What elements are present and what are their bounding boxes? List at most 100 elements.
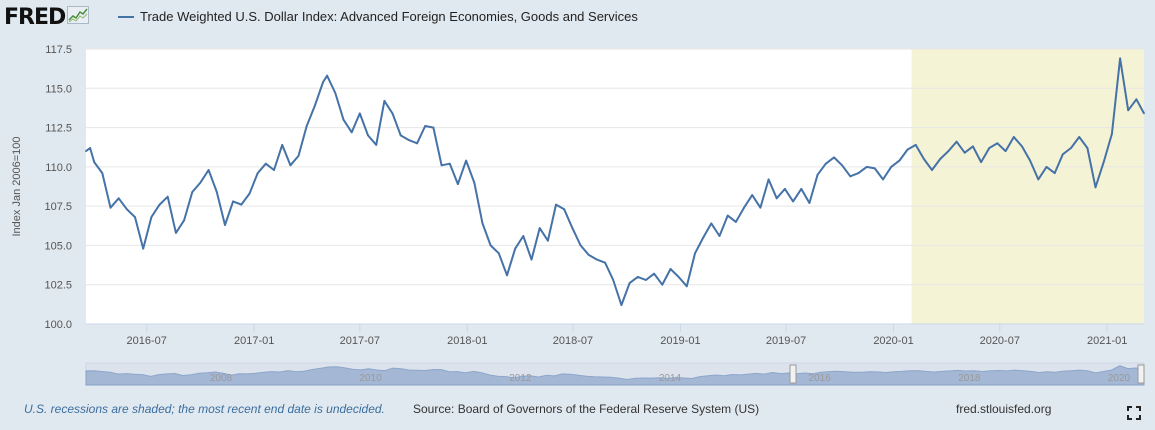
- y-tick-label: 112.5: [45, 123, 72, 135]
- data-point: [547, 239, 549, 242]
- data-point: [1004, 150, 1007, 153]
- data-point: [931, 169, 933, 171]
- data-point: [199, 181, 202, 184]
- data-point: [191, 191, 194, 193]
- data-point: [1070, 147, 1072, 149]
- data-point: [367, 134, 369, 137]
- fred-logo[interactable]: FRED: [4, 5, 90, 30]
- y-tick-label: 100.0: [44, 319, 72, 331]
- data-point: [857, 172, 860, 175]
- data-point: [849, 175, 852, 178]
- data-point: [281, 144, 284, 146]
- data-point: [158, 203, 161, 206]
- data-point: [117, 197, 120, 200]
- data-point: [898, 159, 901, 162]
- legend-line-swatch: [118, 15, 134, 18]
- data-point: [988, 147, 991, 149]
- data-point: [432, 126, 435, 129]
- data-point: [669, 268, 672, 270]
- recession-shade: [911, 49, 1144, 324]
- chart-legend[interactable]: Trade Weighted U.S. Dollar Index: Advanc…: [118, 9, 638, 24]
- data-point: [1029, 159, 1031, 162]
- data-point: [751, 194, 754, 197]
- data-point: [240, 203, 243, 206]
- data-point: [334, 92, 337, 94]
- x-tick-label: 2017-07: [340, 335, 380, 347]
- data-point: [248, 192, 251, 195]
- data-point: [326, 74, 328, 77]
- chart-graph-icon: [67, 6, 90, 29]
- data-point: [232, 200, 235, 203]
- x-tick-label: 2017-01: [234, 335, 274, 347]
- data-point: [808, 202, 811, 204]
- data-point: [134, 216, 136, 219]
- data-point: [1037, 178, 1040, 181]
- data-point: [1094, 186, 1097, 189]
- data-point: [1021, 145, 1023, 148]
- y-tick-label: 105.0: [44, 240, 72, 252]
- navigator-year-label: 2008: [210, 373, 233, 384]
- y-tick-label: 115.0: [45, 83, 72, 95]
- navigator-handle-right[interactable]: [1137, 364, 1145, 384]
- data-point: [882, 178, 884, 181]
- data-point: [636, 276, 639, 278]
- data-point: [800, 188, 803, 190]
- data-point: [939, 158, 942, 160]
- data-point: [1102, 161, 1105, 164]
- data-point: [865, 166, 868, 168]
- data-point: [101, 172, 104, 175]
- y-axis-label: Index Jan 2006=100: [11, 136, 23, 236]
- data-point: [256, 172, 259, 175]
- data-point: [126, 208, 128, 211]
- data-point: [718, 235, 721, 237]
- data-point: [1012, 136, 1015, 138]
- data-point: [775, 197, 778, 200]
- x-tick-label: 2016-07: [127, 335, 167, 347]
- data-point: [661, 283, 664, 286]
- data-point: [833, 156, 835, 159]
- source-text: Source: Board of Governors of the Federa…: [413, 402, 760, 416]
- data-point: [816, 173, 819, 176]
- data-point: [710, 222, 713, 225]
- fred-logo-text: FRED: [4, 5, 66, 30]
- data-point: [497, 252, 500, 255]
- data-point: [694, 252, 696, 255]
- legend-label: Trade Weighted U.S. Dollar Index: Advanc…: [140, 9, 638, 24]
- data-point: [1045, 166, 1048, 168]
- navigator-year-label: 2010: [360, 373, 383, 384]
- data-point: [955, 140, 958, 143]
- data-point: [150, 216, 153, 219]
- data-point: [358, 112, 361, 115]
- data-point: [1111, 133, 1113, 135]
- recession-note: U.S. recessions are shaded; the most rec…: [24, 402, 385, 416]
- data-point: [784, 188, 786, 190]
- data-point: [305, 125, 308, 127]
- data-point: [264, 162, 267, 165]
- data-point: [473, 181, 476, 184]
- data-point: [93, 161, 96, 164]
- data-point: [612, 279, 615, 281]
- data-point: [408, 139, 410, 142]
- data-point: [350, 131, 353, 134]
- data-point: [297, 155, 300, 157]
- data-point: [207, 169, 210, 171]
- data-point: [175, 232, 177, 234]
- data-point: [1143, 112, 1145, 115]
- y-tick-label: 107.5: [44, 201, 72, 213]
- navigator-handle-left[interactable]: [789, 364, 797, 384]
- data-point: [440, 164, 443, 167]
- data-point: [322, 81, 324, 83]
- data-point: [841, 164, 843, 167]
- fullscreen-icon[interactable]: [1127, 406, 1141, 420]
- data-point: [824, 162, 827, 165]
- data-point: [743, 206, 745, 209]
- data-point: [289, 164, 292, 167]
- site-url[interactable]: fred.stlouisfed.org: [956, 402, 1052, 416]
- data-point: [677, 276, 680, 278]
- data-point: [873, 167, 876, 170]
- data-point: [1061, 153, 1064, 156]
- data-point: [465, 159, 467, 162]
- navigator-year-label: 2018: [958, 373, 981, 384]
- data-point: [972, 145, 974, 148]
